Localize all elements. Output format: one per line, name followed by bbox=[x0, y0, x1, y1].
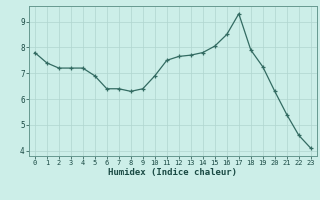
X-axis label: Humidex (Indice chaleur): Humidex (Indice chaleur) bbox=[108, 168, 237, 177]
